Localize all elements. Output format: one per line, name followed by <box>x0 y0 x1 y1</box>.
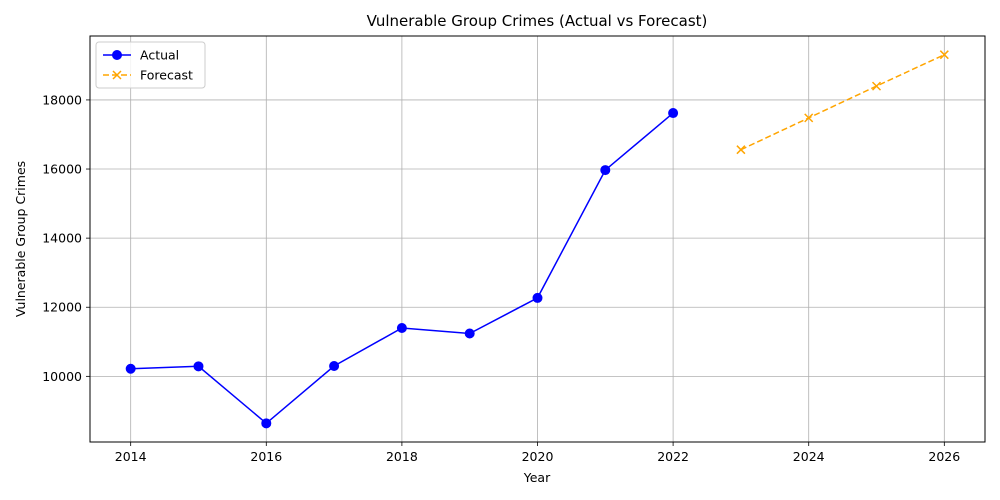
chart-title: Vulnerable Group Crimes (Actual vs Forec… <box>367 12 708 30</box>
y-tick-label: 18000 <box>42 92 82 107</box>
x-tick-label: 2022 <box>657 449 689 464</box>
x-tick-label: 2014 <box>115 449 147 464</box>
y-tick-label: 12000 <box>42 300 82 315</box>
actual-data-point <box>193 361 204 372</box>
y-axis: 10000 12000 14000 16000 18000 <box>42 92 90 384</box>
forecast-data-point <box>939 50 949 60</box>
x-tick-label: 2024 <box>793 449 825 464</box>
series-layer <box>125 50 949 429</box>
y-tick-label: 16000 <box>42 162 82 177</box>
legend-actual-marker <box>112 50 122 60</box>
x-tick-label: 2018 <box>386 449 418 464</box>
forecast-data-point <box>871 81 882 91</box>
legend: Actual Forecast <box>95 41 206 89</box>
forecast-data-point <box>736 145 746 155</box>
actual-data-point <box>464 328 475 339</box>
y-axis-label: Vulnerable Group Crimes <box>13 161 28 317</box>
actual-data-point <box>532 292 543 303</box>
x-tick-label: 2026 <box>928 449 960 464</box>
legend-box <box>95 41 206 89</box>
x-tick-label: 2020 <box>522 449 554 464</box>
legend-actual-label: Actual <box>140 48 179 63</box>
actual-data-point <box>125 363 136 374</box>
forecast-series-line <box>740 54 945 151</box>
x-axis: 2014 2016 2018 2020 2022 2024 2026 <box>115 442 960 464</box>
actual-data-point <box>600 165 611 176</box>
y-tick-label: 10000 <box>42 369 82 384</box>
legend-forecast-label: Forecast <box>140 68 193 83</box>
actual-data-point <box>668 108 679 119</box>
x-axis-label: Year <box>523 470 551 485</box>
actual-data-point <box>329 360 340 371</box>
actual-data-point <box>396 322 407 333</box>
forecast-series <box>736 50 949 155</box>
actual-data-point <box>261 418 272 429</box>
actual-series <box>125 108 679 429</box>
y-tick-label: 14000 <box>42 231 82 246</box>
x-tick-label: 2016 <box>250 449 282 464</box>
grid-lines <box>90 36 985 442</box>
forecast-data-point <box>804 113 814 123</box>
legend-forecast-marker <box>112 70 122 80</box>
